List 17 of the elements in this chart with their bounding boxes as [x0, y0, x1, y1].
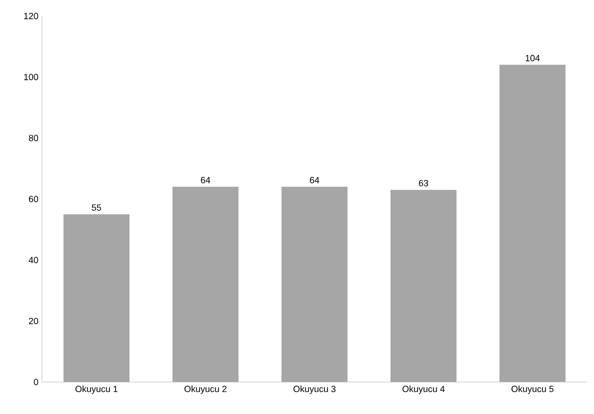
y-tick-label: 100	[24, 74, 38, 80]
y-tick-label: 60	[28, 196, 38, 202]
x-tick-label: Okuyucu 5	[511, 386, 554, 394]
data-label: 104	[526, 54, 540, 62]
y-tick-label: 0	[34, 378, 38, 386]
data-label: 64	[310, 176, 320, 184]
x-tick-label: Okuyucu 1	[75, 386, 118, 394]
x-tick-label: Okuyucu 3	[293, 386, 336, 394]
data-label: 64	[200, 176, 210, 184]
y-tick-label: 20	[28, 318, 38, 324]
y-tick-label: 40	[28, 256, 38, 264]
x-tick-label: Okuyucu 4	[402, 386, 445, 394]
x-tick-label: Okuyucu 2	[184, 386, 226, 394]
data-label: 55	[92, 204, 102, 211]
data-label: 63	[418, 180, 428, 186]
y-tick-label: 80	[28, 134, 38, 142]
y-tick-label: 120	[24, 12, 38, 20]
